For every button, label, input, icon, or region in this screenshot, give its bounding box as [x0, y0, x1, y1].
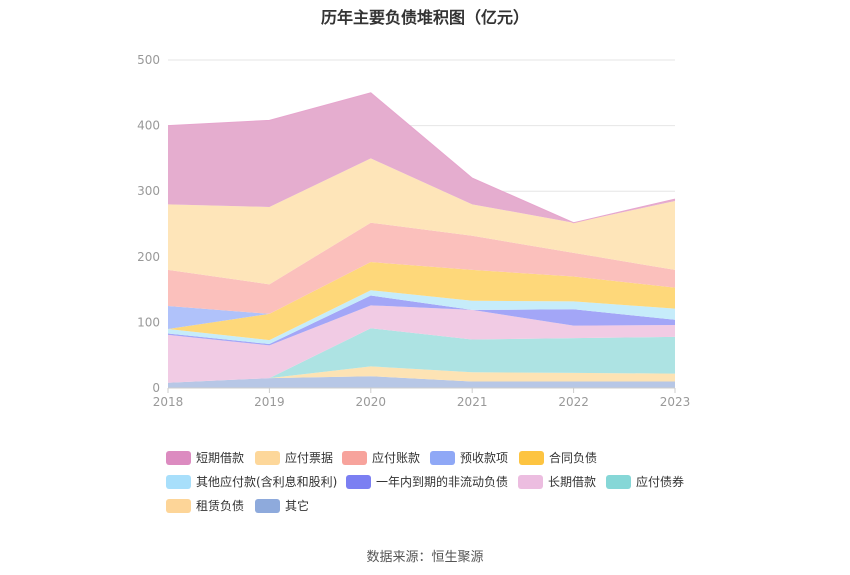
x-tick-label: 2018	[153, 395, 184, 409]
legend-label: 一年内到期的非流动负债	[376, 475, 509, 489]
legend-swatch	[255, 450, 280, 465]
total-outline	[167, 92, 676, 224]
y-tick-label: 300	[137, 184, 160, 198]
area-series	[168, 305, 675, 383]
legend-swatch	[430, 450, 455, 465]
y-tick-label: 500	[137, 53, 160, 67]
y-tick-label: 100	[137, 315, 160, 329]
area-series	[168, 290, 675, 345]
x-tick-label: 2020	[356, 395, 387, 409]
legend-label: 应付债券	[636, 475, 685, 489]
legend-swatch	[346, 474, 371, 489]
area-series	[168, 376, 675, 388]
legend-swatch	[255, 498, 280, 513]
y-tick-label: 200	[137, 250, 160, 264]
x-tick-label: 2021	[457, 395, 488, 409]
legend-item[interactable]: 预收款项	[430, 449, 508, 466]
legend-swatch	[606, 474, 631, 489]
legend-item[interactable]: 租赁负债	[166, 497, 244, 514]
legend-label: 预收款项	[460, 451, 509, 465]
legend-item[interactable]: 一年内到期的非流动负债	[346, 473, 508, 490]
area-series	[168, 158, 675, 285]
legend-item[interactable]: 其它	[255, 497, 309, 514]
legend-swatch	[342, 450, 367, 465]
legend-item[interactable]: 应付债券	[606, 473, 684, 490]
area-series	[168, 366, 675, 383]
data-source: 数据来源：恒生聚源	[366, 550, 484, 565]
legend-item[interactable]: 短期借款	[166, 449, 244, 466]
area-series	[168, 262, 675, 341]
legend-item[interactable]: 合同负债	[519, 449, 597, 466]
x-tick-label: 2023	[660, 395, 691, 409]
stacked-area-chart: 0 100 200 300 400 500 2018 2019 2020 2021 2022 2023	[137, 53, 691, 409]
area-series	[168, 295, 675, 346]
legend-swatch	[166, 450, 191, 465]
chart-title: 历年主要负债堆积图（亿元）	[320, 8, 529, 27]
legend-label: 长期借款	[548, 475, 597, 489]
area-series	[168, 222, 675, 314]
legend-item[interactable]: 应付票据	[255, 449, 333, 466]
area-series	[168, 328, 675, 383]
legend-label: 其他应付款(含利息和股利)	[196, 475, 338, 489]
x-tick-label: 2019	[254, 395, 285, 409]
y-tick-label: 0	[152, 381, 160, 395]
area-series	[168, 92, 675, 223]
legend-item[interactable]: 其他应付款(含利息和股利)	[166, 473, 337, 490]
legend-swatch	[518, 474, 543, 489]
legend-label: 合同负债	[549, 451, 598, 465]
legend-item[interactable]: 长期借款	[518, 473, 596, 490]
y-tick-label: 400	[137, 119, 160, 133]
legend-label: 应付账款	[372, 451, 421, 465]
x-tick-label: 2022	[558, 395, 589, 409]
legend-label: 应付票据	[285, 451, 334, 465]
legend-item[interactable]: 应付账款	[342, 449, 420, 466]
legend-label: 短期借款	[196, 451, 245, 465]
legend-swatch	[166, 498, 191, 513]
legend-swatch	[519, 450, 544, 465]
legend-swatch	[166, 474, 191, 489]
legend-label: 其它	[285, 499, 310, 513]
legend-label: 租赁负债	[196, 499, 245, 513]
